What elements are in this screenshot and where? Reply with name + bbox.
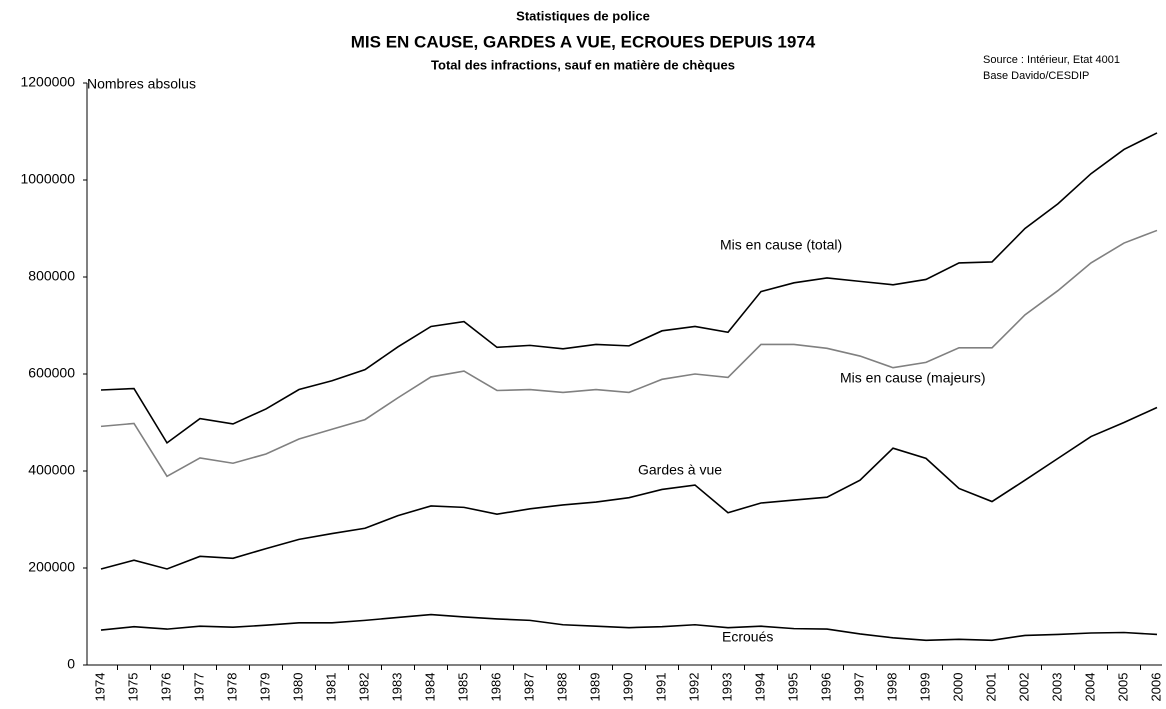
x-tick-label: 1975 [125,673,140,702]
y-tick-label: 600000 [28,365,75,381]
x-tick-label: 1987 [521,673,536,702]
source: Source : Intérieur, Etat 4001 [983,54,1120,66]
x-tick-label: 2000 [950,673,965,702]
x-tick-label: 1995 [785,673,800,702]
series-line [100,613,1158,642]
x-tick-label: 1990 [620,673,635,702]
x-tick-label: 1981 [323,673,338,702]
x-tick-label: 1983 [389,673,404,702]
x-tick-label: 1974 [92,673,107,702]
x-tick-label: 1998 [884,673,899,702]
series-label: Ecroués [722,629,773,645]
x-tick-label: 1999 [917,673,932,702]
y-tick-label: 1000000 [20,171,75,187]
x-tick-label: 1976 [158,673,173,702]
x-tick-label: 2003 [1049,673,1064,702]
x-tick-label: 2002 [1016,673,1031,702]
chart-subtitle: Total des infractions, sauf en matière d… [431,57,735,72]
x-tick-label: 1988 [554,673,569,702]
x-tick-label: 1977 [191,673,206,702]
x-tick-label: 2004 [1082,673,1097,702]
series-line [100,406,1158,570]
series-label: Mis en cause (total) [720,237,842,253]
y-tick-label: 400000 [28,462,75,478]
y-tick-label: 800000 [28,268,75,284]
series-line [100,132,1158,445]
x-tick-label: 1991 [653,673,668,702]
series-label: Mis en cause (majeurs) [840,370,986,386]
x-tick-label: 1997 [851,673,866,702]
x-tick-label: 1978 [224,673,239,702]
x-tick-label: 2006 [1148,673,1163,702]
x-tick-label: 2001 [983,673,998,702]
x-tick-label: 1985 [455,673,470,702]
y-axis-label: Nombres absolus [87,76,196,92]
x-tick-label: 1982 [356,673,371,702]
x-tick-label: 1984 [422,673,437,702]
series-label: Gardes à vue [638,462,722,478]
x-tick-label: 1980 [290,673,305,702]
x-tick-label: 1992 [686,673,701,702]
x-tick-label: 1994 [752,673,767,702]
series-line [100,229,1158,478]
y-tick-label: 200000 [28,559,75,575]
source: Base Davido/CESDIP [983,70,1089,82]
y-tick-label: 1200000 [20,74,75,90]
x-tick-label: 2005 [1115,673,1130,702]
x-tick-label: 1996 [818,673,833,702]
x-tick-label: 1993 [719,673,734,702]
chart-supertitle: Statistiques de police [516,8,650,23]
y-tick-label: 0 [67,656,75,672]
x-tick-label: 1986 [488,673,503,702]
x-tick-label: 1979 [257,673,272,702]
x-tick-label: 1989 [587,673,602,702]
chart-title: MIS EN CAUSE, GARDES A VUE, ECROUES DEPU… [351,32,816,51]
